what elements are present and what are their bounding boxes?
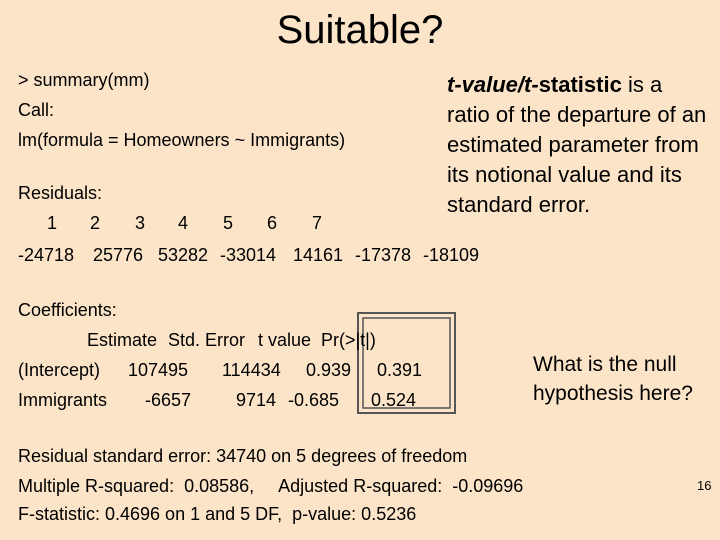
column-header: Estimate — [87, 330, 158, 350]
coefficient-cell: 0.939 — [306, 360, 352, 380]
callout-bold: statistic — [538, 72, 622, 97]
residual-value: -17378 — [355, 245, 412, 265]
code-line: Call: — [18, 100, 55, 120]
residual-value: -33014 — [220, 245, 277, 265]
residual-index: 4 — [178, 213, 189, 233]
residual-value: 25776 — [93, 245, 144, 265]
coefficient-cell: 114434 — [222, 360, 281, 380]
residual-value: -24718 — [18, 245, 75, 265]
coefficient-cell: -6657 — [145, 390, 192, 410]
coefficient-cell: 0.391 — [377, 360, 423, 380]
column-header: Std. Error — [168, 330, 246, 350]
callout-italic: t-value/t- — [447, 72, 539, 97]
coefficient-cell: (Intercept) — [18, 360, 101, 380]
page-number: 16 — [697, 478, 712, 493]
coefficient-cell: Immigrants — [18, 390, 108, 410]
residual-index: 1 — [47, 213, 58, 233]
coefficients-heading: Coefficients: — [18, 300, 117, 320]
code-line: > summary(mm) — [18, 70, 150, 90]
column-header: t value — [258, 330, 312, 350]
summary-line: Multiple R-squared: 0.08586, Adjusted R-… — [18, 476, 524, 496]
residuals-heading: Residuals: — [18, 183, 103, 203]
residual-index: 3 — [135, 213, 146, 233]
slide-title: Suitable? — [276, 8, 444, 52]
code-line: lm(formula = Homeowners ~ Immigrants) — [18, 130, 346, 150]
residual-index: 2 — [90, 213, 101, 233]
coefficient-cell: 0.524 — [371, 390, 417, 410]
column-header: Pr(>|t|) — [321, 330, 376, 350]
callout-text: is a ratio of the departure of an estima… — [447, 72, 707, 217]
coefficient-cell: 9714 — [236, 390, 277, 410]
residual-index: 5 — [223, 213, 234, 233]
coefficient-cell: -0.685 — [288, 390, 340, 410]
coefficient-cell: 107495 — [128, 360, 189, 380]
question: What is the null hypothesis here? — [533, 353, 693, 405]
residual-value: 53282 — [158, 245, 209, 265]
summary-line: F-statistic: 0.4696 on 1 and 5 DF, p-val… — [18, 504, 417, 524]
residual-value: -18109 — [423, 245, 480, 265]
callout: t-value/t-statistic is a ratio of the de… — [447, 70, 709, 220]
residual-index: 7 — [312, 213, 323, 233]
summary-line: Residual standard error: 34740 on 5 degr… — [18, 446, 468, 466]
residual-index: 6 — [267, 213, 278, 233]
residual-value: 14161 — [293, 245, 344, 265]
